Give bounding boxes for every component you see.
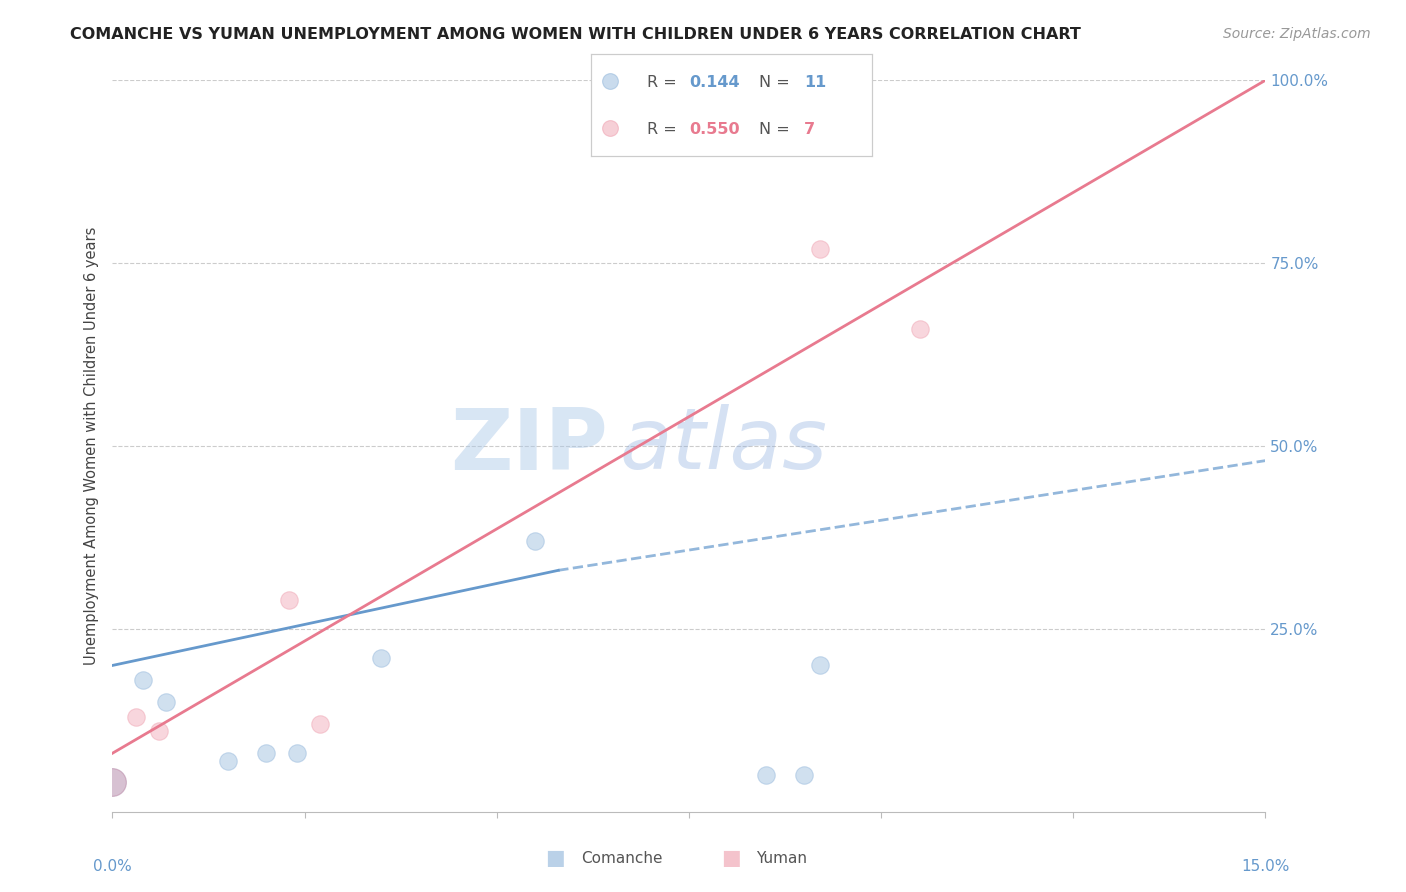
Point [101, 775, 124, 789]
Text: N =: N = [759, 75, 796, 90]
Text: Comanche: Comanche [581, 851, 662, 865]
Text: R =: R = [647, 75, 682, 90]
Text: 15.0%: 15.0% [1241, 859, 1289, 874]
Text: 0.550: 0.550 [689, 122, 740, 137]
Point [599, 121, 621, 136]
Point [132, 673, 155, 687]
Text: ZIP: ZIP [450, 404, 609, 488]
Point [309, 717, 332, 731]
Text: R =: R = [647, 122, 682, 137]
Point [755, 768, 778, 782]
Point [285, 746, 308, 760]
Point [370, 651, 392, 665]
Text: 0.144: 0.144 [689, 75, 740, 90]
Text: Source: ZipAtlas.com: Source: ZipAtlas.com [1223, 27, 1371, 41]
Text: 11: 11 [804, 75, 827, 90]
Point [278, 592, 301, 607]
Point [599, 74, 621, 88]
Text: atlas: atlas [620, 404, 828, 488]
Point [155, 695, 177, 709]
Point [217, 754, 239, 768]
Point [148, 724, 170, 739]
Text: ■: ■ [546, 848, 565, 868]
Y-axis label: Unemployment Among Women with Children Under 6 years: Unemployment Among Women with Children U… [83, 227, 98, 665]
Text: 0.0%: 0.0% [93, 859, 132, 874]
Point [524, 534, 547, 549]
Point [254, 746, 277, 760]
Point [908, 322, 931, 336]
Point [793, 768, 815, 782]
Point [808, 242, 831, 256]
Point [808, 658, 831, 673]
Point [124, 709, 146, 723]
Point [101, 775, 124, 789]
Text: COMANCHE VS YUMAN UNEMPLOYMENT AMONG WOMEN WITH CHILDREN UNDER 6 YEARS CORRELATI: COMANCHE VS YUMAN UNEMPLOYMENT AMONG WOM… [70, 27, 1081, 42]
Text: 7: 7 [804, 122, 815, 137]
Text: ■: ■ [721, 848, 741, 868]
Text: Yuman: Yuman [756, 851, 807, 865]
Text: N =: N = [759, 122, 796, 137]
